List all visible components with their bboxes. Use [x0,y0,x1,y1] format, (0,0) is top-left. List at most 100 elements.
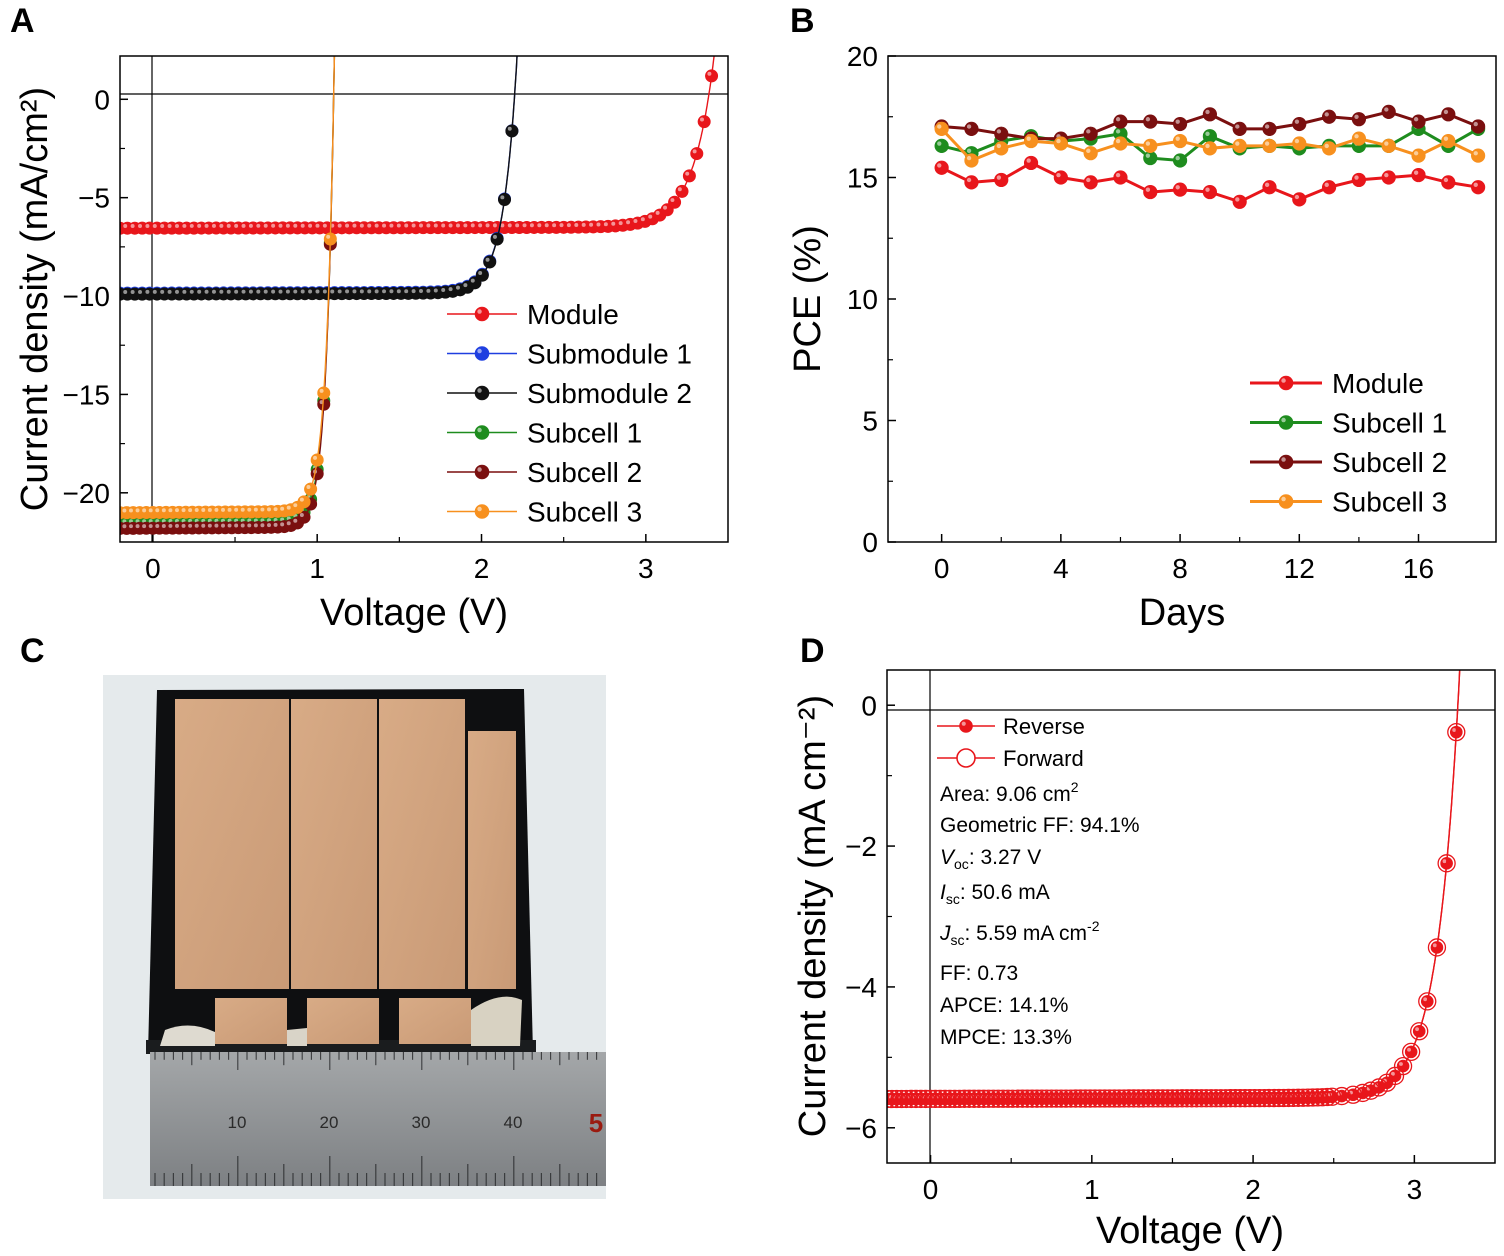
data-point-submodule-2-highlight [359,289,364,294]
data-point-submodule-2-highlight [382,289,387,294]
data-point-subcell-3-highlight [1473,151,1478,156]
y-tick-label: 0 [861,690,877,721]
data-point-forward [1076,1089,1095,1108]
data-point-subcell-2 [1172,116,1188,132]
data-point-forward [1410,1022,1429,1041]
chart-d: 0 1 2 3 0 −2 −4 −6 Reverse Forward Area: 9.06 c… [792,669,1496,1252]
data-point-forward [1308,1088,1327,1107]
jsc-annotation: Jsc: 5.59 mA cm-2 [939,918,1100,948]
data-point-submodule-2-highlight [337,289,342,294]
data-point-subcell-3-highlight [280,506,285,511]
data-point-module [994,172,1009,188]
ruler-label-10: 10 [228,1113,247,1132]
data-point-forward [979,1089,998,1108]
data-point-subcell-2-highlight [148,524,153,529]
data-point-forward [1269,1088,1289,1108]
data-point-forward [1216,1089,1235,1108]
data-point-forward [1197,1089,1216,1108]
data-point-module-highlight [1384,172,1389,178]
data-point-subcell-3 [1113,136,1128,151]
data-point-subcell-2-highlight [116,524,120,528]
data-point-subcell-2-highlight [293,518,298,523]
data-point-module [934,160,949,175]
data-point-forward [1119,1089,1139,1108]
data-point-subcell-3-highlight [194,508,199,513]
data-point-forward [1353,1083,1372,1103]
data-point-module-highlight [589,222,594,227]
data-point-subcell-2-highlight [161,523,166,528]
data-point-forward [931,1089,950,1109]
data-point-module-highlight [1115,172,1121,178]
device-photo: 10 20 30 40 5 [103,675,606,1199]
data-point-reverse-highlight [1452,728,1457,732]
data-point-submodule-2 [475,268,489,282]
data-point-module-highlight [552,223,557,228]
data-point-module-highlight [389,223,394,228]
data-point-submodule-2-highlight [345,289,350,294]
data-point-subcell-3-highlight [1115,138,1121,144]
data-point-module-highlight [492,223,497,228]
data-point-module-highlight [411,223,416,228]
data-point-submodule-2-highlight [123,289,128,294]
data-point-forward [998,1089,1018,1108]
plot-frame [119,55,729,543]
data-point-module-highlight [123,224,128,229]
data-point-subcell-3 [323,232,337,246]
chart-b: 0 4 8 12 16 0 5 10 15 20 Module Subcell 1 Subcell … [787,41,1497,634]
data-point-forward [989,1089,1008,1108]
data-point-submodule-2-highlight [160,289,165,294]
data-point-subcell-3-highlight [306,484,311,489]
data-point-subcell-2-highlight [1086,129,1091,134]
data-point-module [1053,170,1068,185]
legend-label: Subcell 2 [527,457,642,488]
data-point-subcell-2-highlight [299,513,304,518]
data-point-forward [892,1089,911,1109]
legend-label: Subcell 1 [527,418,642,449]
legend-marker-highlight [477,388,482,393]
data-point-forward [935,1089,955,1109]
data-point-subcell-1-highlight [116,519,120,523]
data-point-subcell-1 [1172,153,1188,168]
isc-annotation: Isc: 50.6 mA [940,881,1050,907]
data-point-module [1083,175,1098,190]
x-tick-label: 2 [1245,1174,1261,1205]
data-point-forward [1240,1089,1260,1108]
legend: Module Submodule 1 Submodule 2 Subcell 1 Sub… [447,299,692,528]
data-point-subcell-3-highlight [1384,141,1389,146]
data-point-module-highlight [677,187,682,192]
data-point-subcell-3 [1172,133,1188,149]
data-point-subcell-2-highlight [260,523,265,528]
data-point-forward [1177,1089,1197,1108]
data-point-submodule-2-highlight [515,8,519,12]
data-point-module-highlight [966,177,972,183]
data-point-subcell-3-highlight [996,143,1002,149]
data-point-forward [1274,1088,1293,1108]
data-point-forward [1018,1089,1037,1108]
data-point-subcell-1-highlight [1205,131,1210,136]
data-point-subcell-3 [317,386,331,400]
data-point-module-highlight [574,223,579,227]
x-tick-label: 3 [638,553,654,584]
data-point-subcell-3-highlight [128,508,133,513]
data-point-module [1023,155,1039,171]
legend-label: Reverse [1003,714,1085,739]
legend-marker-highlight [477,309,482,314]
data-point-module [1143,184,1158,200]
data-point-forward [1056,1089,1076,1108]
data-point-module [1381,170,1396,185]
data-point-subcell-2-highlight [996,129,1002,134]
data-point-submodule-2-highlight [211,289,216,294]
data-point-module-highlight [663,205,668,210]
data-point-submodule-2-highlight [234,289,239,294]
data-point-forward [1090,1089,1110,1108]
data-point-forward [1245,1088,1264,1108]
data-point-subcell-2-highlight [253,523,258,528]
data-point-forward [1071,1089,1090,1108]
data-point-module-highlight [374,223,379,228]
data-point-module-highlight [655,210,660,215]
data-point-subcell-3 [934,121,949,136]
x-axis-ticks: 0 1 2 3 [145,534,654,584]
data-point-module-highlight [175,223,179,228]
panel-label-d: D [800,632,825,670]
